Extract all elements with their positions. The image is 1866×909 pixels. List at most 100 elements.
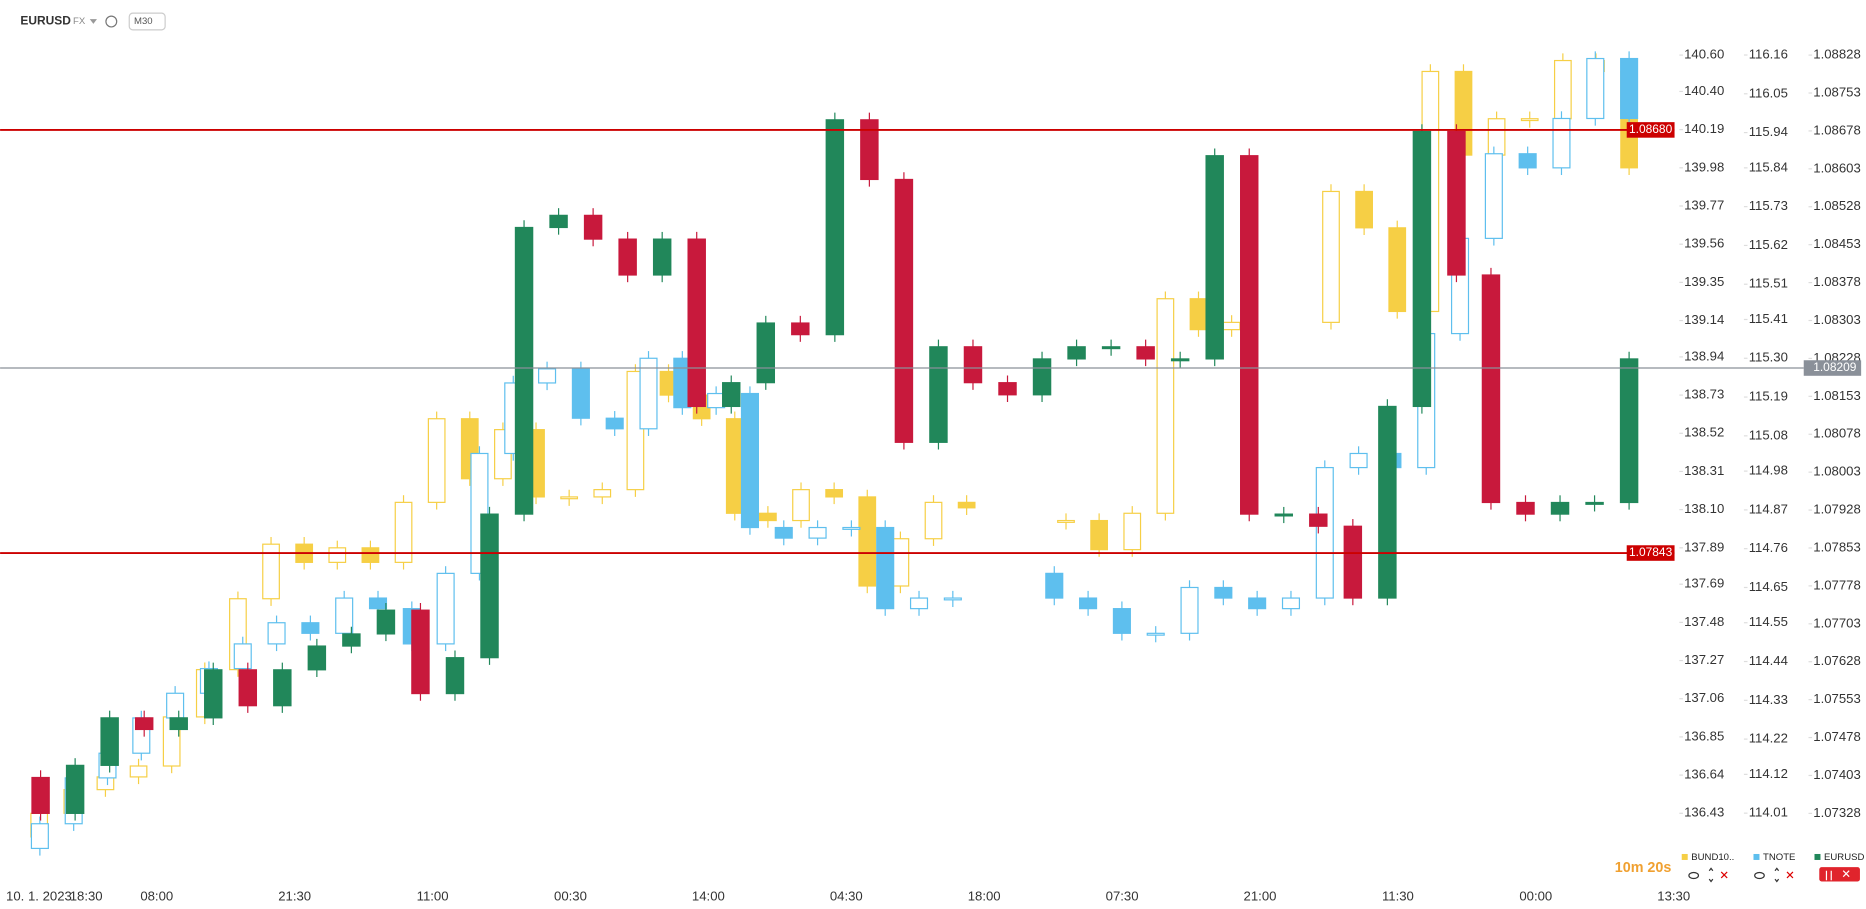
candle-body — [328, 547, 347, 563]
y-tick-label: 115.51 — [1749, 276, 1788, 291]
candle-body — [262, 543, 280, 600]
candle-body — [825, 489, 844, 498]
y-tick-label: 1.08453 — [1813, 236, 1861, 251]
candle-body — [652, 238, 672, 276]
candle-body — [808, 526, 827, 539]
y-tick-label: 1.08003 — [1813, 464, 1861, 479]
info-icon[interactable] — [105, 15, 118, 28]
y-tick-label: 138.73 — [1684, 387, 1724, 402]
y-tick-label: 139.14 — [1684, 312, 1724, 327]
candle-body — [792, 489, 810, 522]
candle-body — [791, 322, 810, 336]
candle-body — [1189, 298, 1208, 331]
candle-body — [376, 609, 396, 635]
candle-body — [740, 392, 760, 529]
y-tick-label: 114.65 — [1749, 579, 1788, 594]
y-tick-label: 138.52 — [1684, 425, 1724, 440]
timeframe[interactable]: M30 — [134, 16, 153, 27]
candle-body — [238, 669, 258, 707]
candle-body — [825, 119, 845, 336]
candle-body — [1619, 358, 1639, 504]
y-tick-label: 1.07778 — [1813, 577, 1861, 592]
candle-body — [1136, 346, 1155, 360]
candle-body — [618, 238, 637, 276]
candle-body — [204, 669, 223, 719]
y-tick-label: 115.84 — [1749, 159, 1788, 174]
candle-body — [549, 214, 568, 229]
candle-body — [571, 368, 590, 419]
candle-body — [1520, 118, 1539, 122]
candle-body — [307, 645, 327, 671]
y-tick-label: 115.19 — [1749, 389, 1788, 404]
y-tick-label: 116.05 — [1749, 85, 1788, 100]
x-tick-label: 00:00 — [1519, 889, 1552, 904]
candle-body — [267, 622, 286, 645]
candle-body — [411, 609, 430, 695]
candle-body — [1205, 155, 1224, 360]
candle-body — [1170, 358, 1190, 362]
candle-body — [301, 622, 320, 634]
x-tick-label: 00:30 — [554, 889, 587, 904]
y-tick-label: 116.16 — [1749, 46, 1788, 61]
candle-body — [929, 346, 948, 443]
y-tick-label: 115.62 — [1749, 237, 1788, 252]
y-tick-label: 136.64 — [1684, 767, 1724, 782]
y-tick-label: 114.12 — [1749, 766, 1788, 781]
candle-body — [514, 226, 534, 515]
y-tick-label: 138.31 — [1684, 463, 1724, 478]
x-tick-label: 18:00 — [968, 889, 1001, 904]
timeframe-box[interactable] — [128, 12, 166, 31]
y-tick-label: 1.08603 — [1813, 160, 1861, 175]
candle-body — [583, 214, 603, 240]
candle-body — [1248, 597, 1267, 610]
y-tick-label: 137.27 — [1684, 652, 1724, 667]
dropdown-caret[interactable] — [89, 19, 97, 24]
candle-body — [394, 501, 413, 563]
candle-body — [1378, 405, 1397, 599]
y-tick-label: 1.08828 — [1813, 47, 1861, 62]
candle-body — [1146, 632, 1165, 636]
legend-label: EURUSD — [1824, 852, 1864, 863]
candle-body — [943, 597, 962, 601]
y-tick-label: 1.07403 — [1813, 767, 1861, 782]
candle-body — [1518, 153, 1537, 169]
x-tick-label: 07:30 — [1106, 889, 1139, 904]
candle-body — [1156, 298, 1175, 514]
price-label-box — [1626, 545, 1675, 561]
candle-body — [963, 346, 983, 384]
candle-body — [361, 547, 380, 563]
candle-body — [31, 776, 50, 814]
y-tick-label: 139.77 — [1684, 197, 1724, 212]
y-tick-label: 1.08078 — [1813, 426, 1861, 441]
candle-body — [1355, 190, 1373, 229]
x-tick-label: 18:30 — [70, 889, 103, 904]
candle-body — [1180, 586, 1199, 634]
x-tick-label: 10. 1. 2023 — [6, 889, 72, 904]
symbol-title: EURUSD — [20, 14, 71, 28]
candle-body — [166, 692, 185, 719]
candle-body — [1322, 190, 1340, 323]
x-tick-label: 04:30 — [830, 889, 863, 904]
x-tick-label: 21:00 — [1244, 889, 1277, 904]
y-tick-label: 1.07853 — [1813, 539, 1861, 554]
instrument-class: FX — [73, 16, 86, 27]
y-tick-label: 140.19 — [1684, 121, 1724, 136]
y-tick-label: 1.07928 — [1813, 502, 1861, 517]
candle-body — [100, 717, 119, 766]
legend-label: BUND10.. — [1691, 852, 1734, 863]
x-tick-label: 21:30 — [278, 889, 311, 904]
y-tick-label: 115.94 — [1749, 124, 1788, 139]
candle-body — [1090, 519, 1109, 551]
candle-body — [725, 418, 744, 514]
candle-body — [1240, 155, 1259, 515]
y-tick-label: 114.87 — [1749, 501, 1788, 516]
candle-body — [1315, 466, 1334, 599]
candle-body — [1274, 513, 1294, 517]
y-tick-label: 115.08 — [1749, 427, 1788, 442]
x-tick-label: 11:00 — [417, 889, 449, 904]
candle-body — [1045, 572, 1064, 599]
candle-body — [1516, 501, 1535, 515]
candle-body — [1487, 118, 1506, 156]
